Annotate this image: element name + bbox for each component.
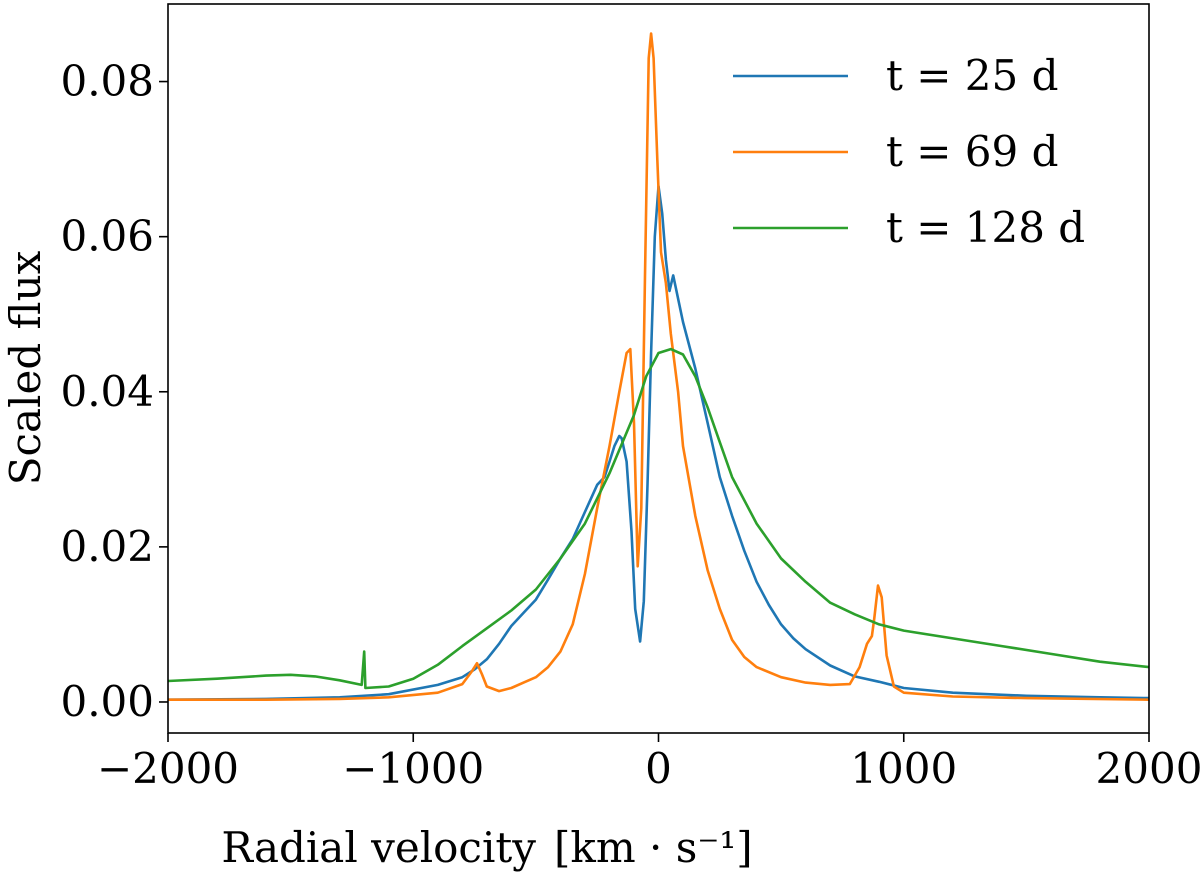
y-tick-label: 0.08: [60, 57, 154, 106]
x-axis-title-unit: [km · s⁻¹]: [554, 823, 753, 872]
series-line-3: [168, 347, 1149, 690]
x-tick-label: −2000: [97, 744, 239, 793]
legend: t = 25 d t = 69 d t = 128 d: [733, 51, 1085, 252]
y-tick-label: 0.00: [60, 677, 154, 726]
legend-label: t = 69 d: [886, 127, 1058, 176]
x-tick-label: 0: [645, 744, 672, 793]
series-line-1: [168, 184, 1149, 701]
y-tick-label: 0.02: [60, 522, 154, 571]
axes-ticks: −2000 −1000 0 1000 2000 0.00 0.02 0.04 0.06 0.08: [60, 57, 1200, 793]
plot-frame: [167, 3, 1150, 734]
legend-label: t = 25 d: [886, 51, 1058, 100]
x-axis-title: Radial velocity [km · s⁻¹]: [221, 823, 752, 872]
series-line-2: [168, 32, 1149, 701]
series-lines: [168, 32, 1149, 701]
x-tick-label: 1000: [850, 744, 957, 793]
y-tick-label: 0.06: [60, 212, 154, 261]
legend-label: t = 128 d: [886, 203, 1085, 252]
x-tick-label: −1000: [342, 744, 484, 793]
y-axis-title: Scaled flux: [1, 250, 50, 485]
x-axis-title-text: Radial velocity: [221, 823, 536, 872]
x-tick-label: 2000: [1096, 744, 1200, 793]
y-tick-label: 0.04: [60, 367, 154, 416]
